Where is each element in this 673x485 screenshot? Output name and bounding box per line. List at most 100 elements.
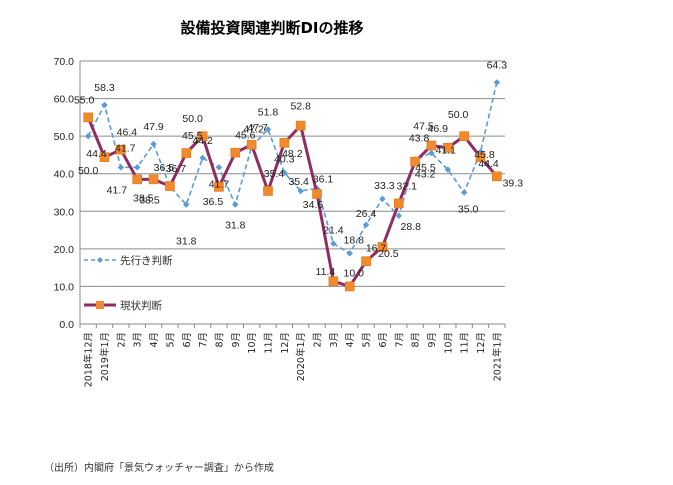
point-current <box>328 276 339 286</box>
data-label-current: 50.0 <box>448 109 469 121</box>
point-current <box>426 140 437 151</box>
x-tick-label: 9月 <box>231 332 242 348</box>
point-forward <box>183 201 190 208</box>
point-forward <box>330 240 337 247</box>
y-tick-label: 60.0 <box>54 94 75 106</box>
data-label-current: 43.2 <box>415 169 436 181</box>
legend-marker-forward <box>97 257 103 263</box>
data-label-forward: 44.2 <box>192 135 213 147</box>
x-tick-label: 5月 <box>362 332 373 348</box>
data-label-current: 20.5 <box>378 248 399 260</box>
source-note: （出所）内閣府「景気ウォッチャー調査」から作成 <box>44 463 274 474</box>
data-label-forward: 41.7 <box>107 184 128 196</box>
data-label-current: 47.7 <box>247 122 268 134</box>
data-label-current: 38.5 <box>133 192 154 204</box>
point-forward <box>150 140 157 148</box>
point-current <box>377 242 388 252</box>
x-tick-label: 11月 <box>263 332 274 354</box>
x-tick-label: 7月 <box>198 332 209 348</box>
point-current <box>344 281 355 292</box>
x-tick-label: 12月 <box>476 332 487 354</box>
series-layer <box>83 79 502 292</box>
point-forward <box>493 79 501 86</box>
data-label-forward: 58.3 <box>94 82 115 94</box>
point-current <box>442 142 453 153</box>
data-label-current: 10.0 <box>343 267 364 279</box>
data-label-current: 36.7 <box>166 163 187 175</box>
y-axis-ticks: 0.0 10.0 20.0 30.0 40.0 50.0 60.0 70.0 <box>54 56 75 331</box>
x-tick-label: 12月 <box>280 332 291 354</box>
x-tick-label: 4月 <box>345 332 356 348</box>
y-tick-label: 10.0 <box>54 281 75 293</box>
data-label-forward: 45.8 <box>474 149 495 161</box>
point-forward <box>232 201 239 208</box>
data-label-current: 38.5 <box>139 194 160 206</box>
data-label-current: 45.5 <box>182 130 203 142</box>
data-label-forward: 51.8 <box>258 106 279 118</box>
data-label-forward: 21.4 <box>323 225 344 237</box>
x-tick-label: 10月 <box>443 332 454 354</box>
data-label-forward: 41.1 <box>436 145 457 157</box>
data-labels: 50.058.341.741.747.936.531.844.241.731.8… <box>74 59 523 279</box>
data-label-forward: 36.5 <box>154 162 175 174</box>
data-label-forward: 18.8 <box>343 234 364 246</box>
point-forward <box>215 164 223 171</box>
data-label-forward: 33.3 <box>374 180 395 192</box>
data-label-current: 44.4 <box>478 158 499 170</box>
point-current <box>246 139 257 150</box>
x-tick-label: 2021年1月 <box>491 332 503 381</box>
data-label-forward: 43.8 <box>409 132 430 144</box>
data-label-current: 52.8 <box>290 101 311 113</box>
data-label-forward: 47.9 <box>143 121 164 133</box>
data-label-current: 39.3 <box>503 177 524 189</box>
data-label-current: 11.4 <box>316 266 336 278</box>
series-line-forward <box>87 82 498 255</box>
x-tick-label: 3月 <box>329 332 340 348</box>
data-label-forward: 31.8 <box>225 220 246 232</box>
x-tick-label: 8月 <box>411 332 422 348</box>
point-current <box>148 174 159 185</box>
x-tick-label: 9月 <box>427 332 438 348</box>
point-forward <box>428 149 435 157</box>
point-current <box>361 256 371 267</box>
data-label-current: 46.9 <box>428 123 449 135</box>
data-label-forward: 45.5 <box>415 162 436 174</box>
x-tick-label: 3月 <box>133 332 144 348</box>
x-tick-label: 7月 <box>394 332 405 348</box>
point-forward <box>84 132 92 140</box>
data-label-current: 45.6 <box>235 130 256 142</box>
data-label-current: 36.5 <box>203 196 224 208</box>
point-forward <box>346 250 353 257</box>
point-forward <box>281 169 288 176</box>
data-label-forward: 40.3 <box>274 154 295 166</box>
point-current <box>197 131 208 141</box>
x-tick-label: 11月 <box>460 332 471 354</box>
point-current <box>132 174 143 185</box>
data-label-forward: 35.0 <box>458 204 479 216</box>
chart-title: 設備投資関連判断DIの推移 <box>180 19 363 37</box>
x-tick-label: 10月 <box>247 332 258 354</box>
point-current <box>83 112 93 123</box>
point-current <box>393 198 404 209</box>
x-tick-label: 4月 <box>149 332 160 348</box>
x-tick-label: 6月 <box>378 332 389 348</box>
data-label-current: 50.0 <box>182 113 203 125</box>
point-forward <box>362 221 370 229</box>
x-tick-label: 8月 <box>214 332 225 348</box>
data-label-forward: 41.7 <box>115 142 136 154</box>
point-forward <box>117 164 125 171</box>
y-tick-label: 50.0 <box>54 131 75 143</box>
point-current <box>459 131 469 141</box>
y-tick-label: 20.0 <box>54 244 75 256</box>
point-current <box>475 152 486 162</box>
data-label-current: 46.4 <box>117 127 138 139</box>
x-tick-label: 2月 <box>313 332 324 348</box>
point-forward <box>134 164 141 171</box>
point-current <box>214 182 224 192</box>
point-current <box>263 186 273 196</box>
point-forward <box>199 154 206 162</box>
legend-label-current: 現状判断 <box>120 299 162 312</box>
data-label-current: 44.4 <box>86 148 107 160</box>
